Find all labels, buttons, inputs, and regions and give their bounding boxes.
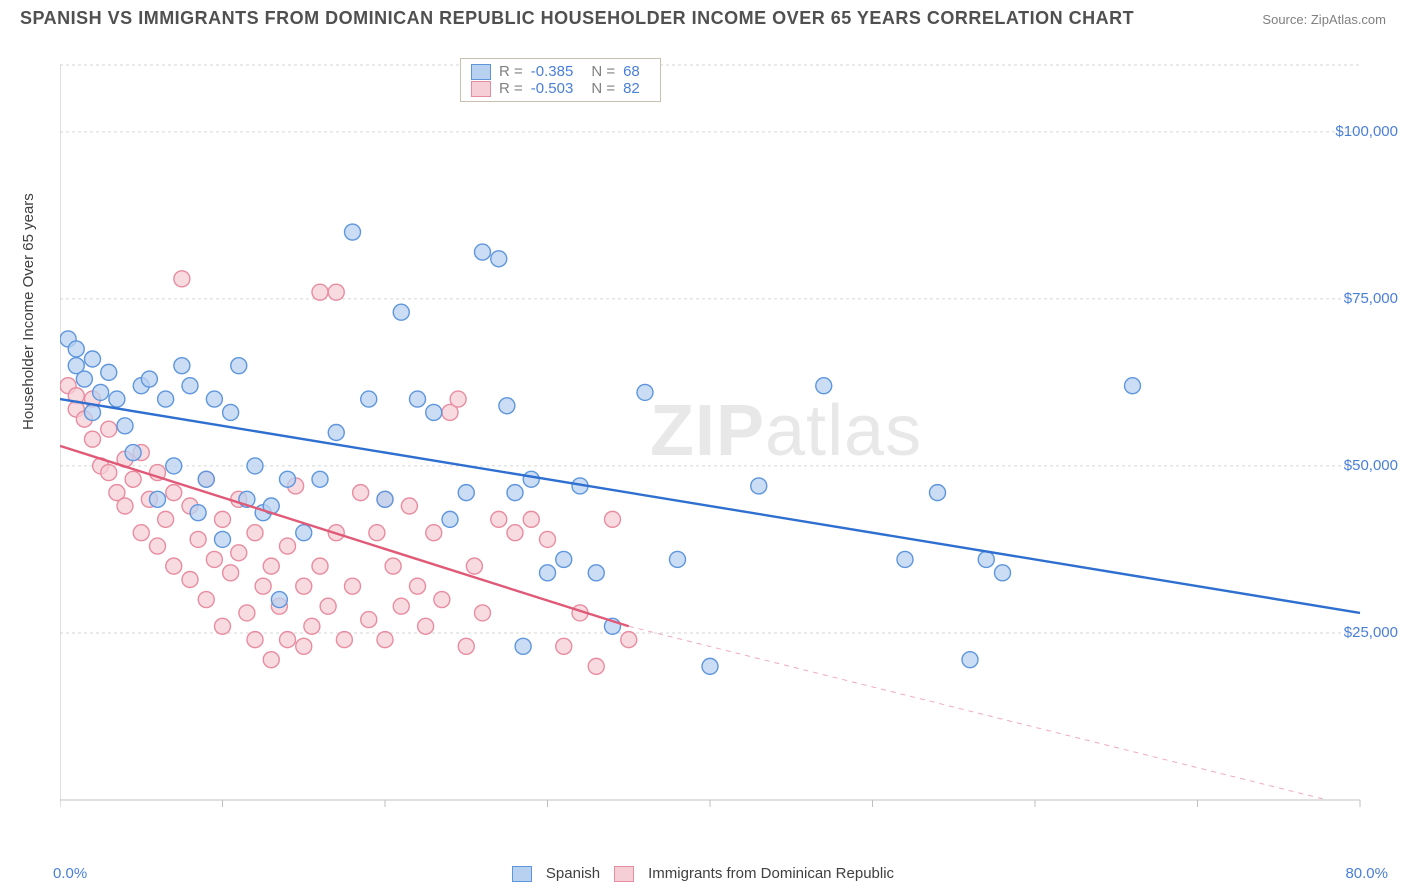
y-axis-label: Householder Income Over 65 years [20,193,37,430]
legend-stats-row-2: R = -0.503 N = 82 [471,80,650,97]
stat-n-label-1: N = [591,63,615,80]
stat-r-label-2: R = [499,80,523,97]
y-tick-label: $50,000 [1344,457,1398,474]
legend-bottom-label-2: Immigrants from Dominican Republic [648,865,894,882]
legend-series: Spanish Immigrants from Dominican Republ… [0,865,1406,882]
stat-r-value-2: -0.503 [531,80,574,97]
y-tick-label: $100,000 [1335,123,1398,140]
legend-swatch-2 [471,81,491,97]
source-attribution: Source: ZipAtlas.com [1262,12,1386,27]
chart-title: SPANISH VS IMMIGRANTS FROM DOMINICAN REP… [20,8,1134,29]
chart-container: SPANISH VS IMMIGRANTS FROM DOMINICAN REP… [0,0,1406,892]
legend-bottom-label-1: Spanish [546,865,600,882]
stat-n-value-2: 82 [623,80,640,97]
scatter-plot-svg [60,55,1380,815]
legend-bottom-swatch-2 [614,866,634,882]
source-link[interactable]: ZipAtlas.com [1311,12,1386,27]
legend-stats: R = -0.385 N = 68 R = -0.503 N = 82 [460,58,661,102]
source-label: Source: [1262,12,1307,27]
title-row: SPANISH VS IMMIGRANTS FROM DOMINICAN REP… [0,0,1406,29]
legend-stats-row-1: R = -0.385 N = 68 [471,63,650,80]
legend-swatch-1 [471,64,491,80]
chart-area [60,55,1380,815]
legend-bottom-swatch-1 [512,866,532,882]
y-tick-label: $75,000 [1344,290,1398,307]
stat-n-label-2: N = [591,80,615,97]
stat-r-value-1: -0.385 [531,63,574,80]
stat-r-label-1: R = [499,63,523,80]
stat-n-value-1: 68 [623,63,640,80]
y-tick-label: $25,000 [1344,624,1398,641]
